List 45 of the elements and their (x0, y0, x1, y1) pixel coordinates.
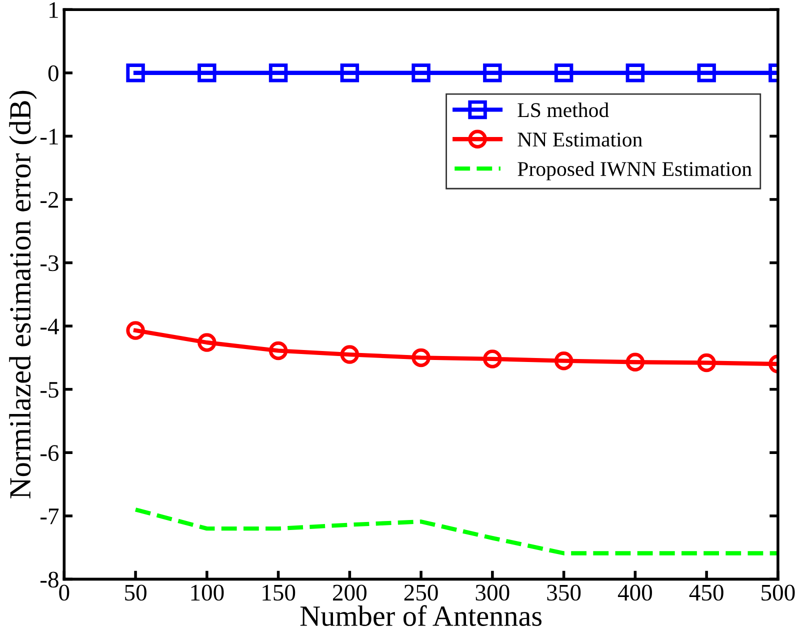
y-tick-label: 0 (48, 65, 58, 82)
point (198, 333, 216, 352)
point (198, 64, 216, 82)
x-tick-label: 150 (262, 584, 296, 601)
y-tick-label: -6 (40, 445, 59, 462)
y-tick-label: -4 (40, 318, 59, 334)
point (126, 64, 145, 82)
x-tick-label: 100 (191, 584, 224, 601)
legend-label: NN Estimation (518, 132, 642, 147)
legend-label: Proposed IWNN Estimation (518, 161, 752, 180)
x-tick-label: 300 (476, 584, 510, 601)
x-axis-title: Number of Antennas (300, 605, 542, 626)
x-tick-label: 0 (59, 584, 70, 601)
point (412, 64, 430, 82)
x-tick-label: 350 (547, 584, 581, 601)
point (554, 64, 574, 82)
point (554, 351, 574, 370)
legend-label: LS method (518, 102, 609, 118)
point (626, 352, 645, 372)
y-tick-label: -8 (40, 572, 58, 588)
y-axis-title: Normilazed estimation error (dB) (9, 90, 37, 498)
x-tick-label: 500 (762, 584, 795, 601)
y-tick-label: -2 (40, 192, 58, 208)
y-tick-label: 1 (50, 2, 58, 18)
x-tick-label: 450 (689, 584, 724, 601)
point (340, 64, 360, 82)
x-tick-label: 250 (404, 584, 438, 601)
point (626, 64, 645, 82)
y-tick-label: -3 (40, 255, 58, 272)
x-tick-label: 50 (125, 584, 146, 601)
x-tick-label: 200 (333, 584, 366, 601)
point (412, 348, 430, 368)
point (340, 345, 360, 364)
point (483, 64, 502, 82)
y-tick-label: -5 (40, 382, 58, 398)
point (697, 353, 716, 372)
point (697, 64, 716, 82)
y-tick-label: -1 (40, 128, 58, 144)
point (126, 321, 145, 340)
point (268, 341, 288, 360)
y-tick-label: -7 (40, 508, 59, 524)
x-tick-label: 400 (618, 584, 652, 601)
point (483, 350, 502, 368)
point (268, 64, 288, 82)
line-series (133, 507, 778, 556)
